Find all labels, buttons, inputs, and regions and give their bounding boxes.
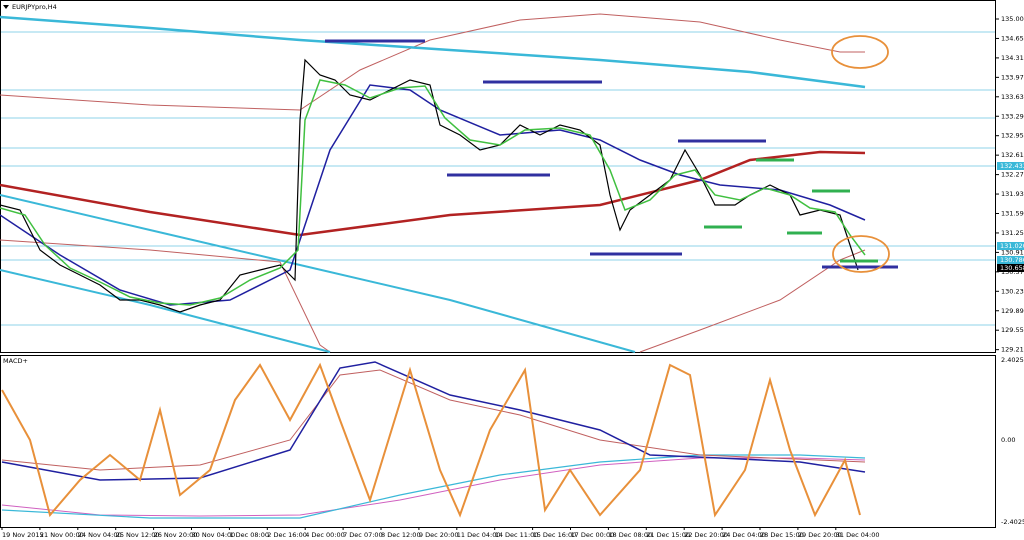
price-marker [997,162,1024,170]
macd-tick-label: 2.4025 [1001,356,1024,364]
green-level-marks [704,158,878,263]
time-label: 29 Dec 20:00 [798,531,842,539]
time-label: 31 Dec 04:00 [836,531,880,539]
time-label: 17 Dec 00:00 [571,531,615,539]
time-label: 24 Nov 04:00 [78,531,122,539]
time-label: 24 Dec 04:00 [722,531,766,539]
price-marker-label: 131.020 [1000,242,1024,250]
time-label: 9 Dec 20:00 [419,531,459,539]
price-tick-label: 131.256 [1001,229,1024,237]
price-marker-label: 130.658 [1000,264,1024,272]
price-marker-label: 130.786 [1000,256,1024,264]
horizontal-levels [1,31,995,326]
time-label: 25 Nov 12:00 [116,531,160,539]
time-label: 7 Dec 07:00 [343,531,383,539]
macd-panel [0,355,996,528]
price-marker [997,242,1024,250]
time-label: 4 Dec 00:00 [305,531,345,539]
level-marks [325,39,898,269]
price-tick-label: 131.596 [1001,210,1024,218]
macd-tick-label: 0.00 [1001,436,1015,444]
time-label: 1 Dec 08:00 [229,531,269,539]
price-tick-label: 132.276 [1001,171,1024,179]
time-label: 21 Dec 15:00 [646,531,690,539]
time-label: 22 Dec 20:00 [684,531,728,539]
time-label: 19 Nov 2015 [2,531,44,539]
price-tick-label: 130.916 [1001,248,1024,256]
price-tick-label: 129.216 [1001,346,1024,354]
price-tick-label: 134.316 [1001,54,1024,62]
price-tick-label: 133.976 [1001,73,1024,81]
symbol-title: EURJPYpro,H4 [12,3,57,11]
price-tick-label: 132.616 [1001,151,1024,159]
time-label: 28 Dec 15:00 [760,531,804,539]
time-label: 2 Dec 16:00 [267,531,307,539]
time-label: 18 Dec 08:00 [608,531,652,539]
price-tick-label: 134.656 [1001,34,1024,42]
price-tick-label: 133.636 [1001,93,1024,101]
indicators [0,13,866,353]
price-tick-label: 131.936 [1001,190,1024,198]
price-panel [0,0,996,353]
time-label: 11 Dec 04:00 [457,531,501,539]
price-tick-label: 133.296 [1001,112,1024,120]
macd-tick-label: -2.4025 [1001,518,1024,526]
time-label: 26 Nov 20:00 [154,531,198,539]
price-marker [997,256,1024,264]
macd-lines [1,361,866,519]
price-tick-label: 130.236 [1001,287,1024,295]
price-tick-label: 129.556 [1001,326,1024,334]
time-label: 30 Nov 04:00 [192,531,236,539]
title-arrow [3,5,9,9]
price-tick-label: 129.896 [1001,307,1024,315]
time-label: 8 Dec 12:00 [381,531,421,539]
price-marker [997,264,1024,272]
time-label: 15 Dec 16:00 [533,531,577,539]
macd-label: MACD+ [3,357,28,365]
time-label: 14 Dec 11:00 [495,531,539,539]
price-tick-label: 135.006 [1001,15,1024,23]
price-marker-label: 132.433 [1000,162,1024,170]
price-tick-label: 132.956 [1001,132,1024,140]
highlight-ellipses [831,35,890,273]
time-label: 21 Nov 00:00 [40,531,84,539]
